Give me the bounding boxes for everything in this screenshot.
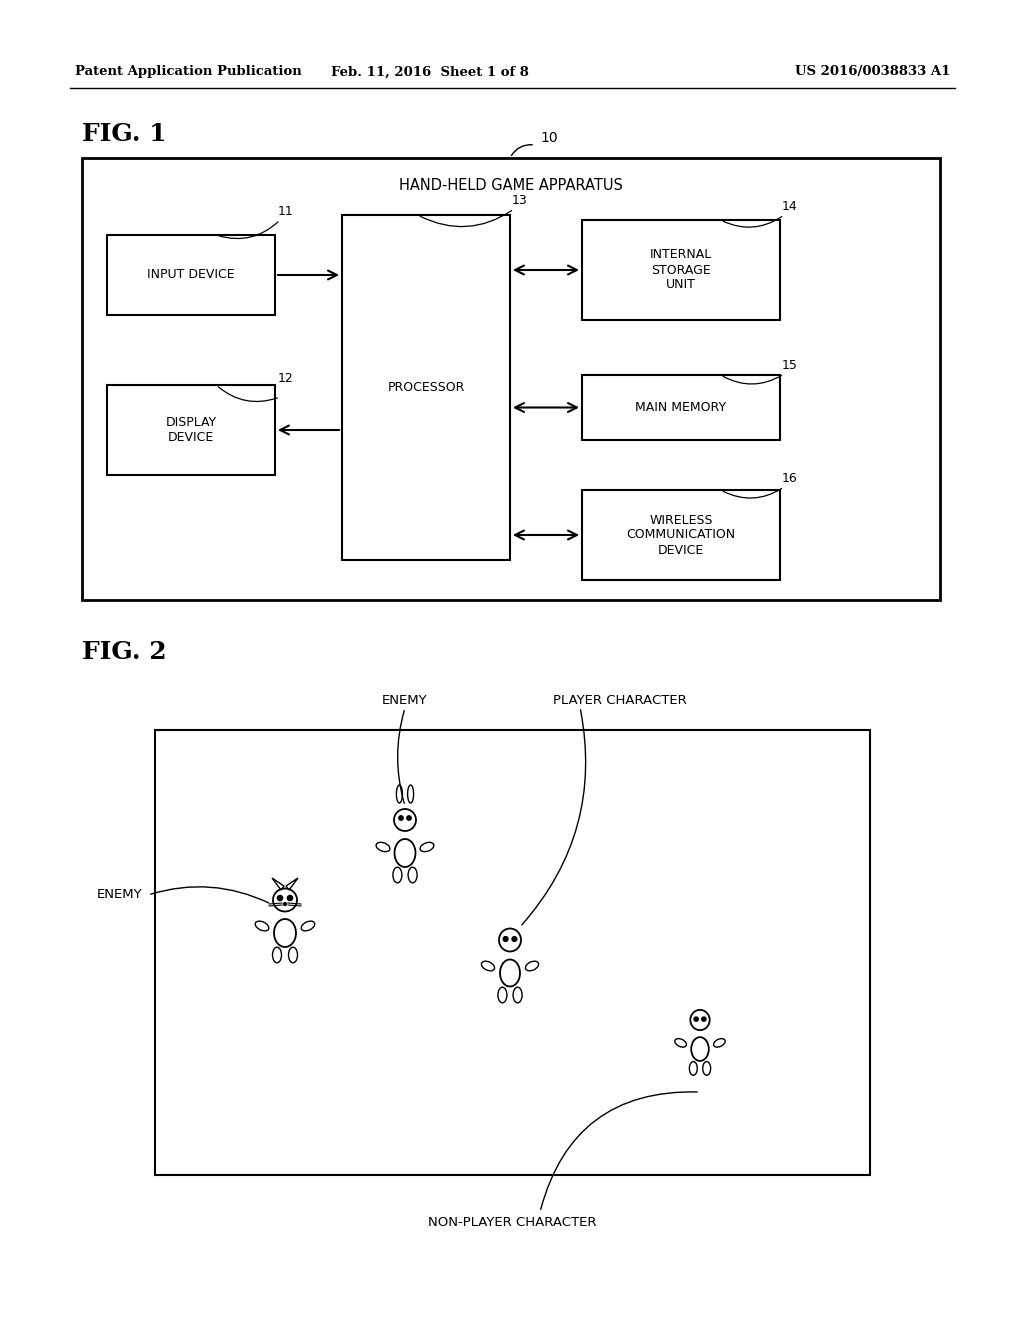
Circle shape bbox=[288, 895, 293, 900]
Text: 16: 16 bbox=[782, 473, 798, 484]
FancyArrowPatch shape bbox=[723, 216, 781, 227]
Text: 12: 12 bbox=[278, 372, 294, 385]
FancyArrowPatch shape bbox=[219, 222, 278, 239]
Circle shape bbox=[278, 895, 283, 900]
Text: 11: 11 bbox=[278, 205, 294, 218]
Circle shape bbox=[503, 937, 508, 941]
Bar bbox=[582, 220, 780, 319]
Text: WIRELESS
COMMUNICATION
DEVICE: WIRELESS COMMUNICATION DEVICE bbox=[627, 513, 735, 557]
Text: FIG. 2: FIG. 2 bbox=[82, 640, 167, 664]
Circle shape bbox=[694, 1016, 698, 1022]
Text: 13: 13 bbox=[512, 194, 527, 207]
Circle shape bbox=[407, 816, 412, 820]
FancyArrowPatch shape bbox=[541, 1092, 697, 1209]
Text: PLAYER CHARACTER: PLAYER CHARACTER bbox=[553, 693, 687, 706]
Bar bbox=[82, 158, 940, 601]
FancyArrowPatch shape bbox=[723, 488, 781, 498]
Text: Feb. 11, 2016  Sheet 1 of 8: Feb. 11, 2016 Sheet 1 of 8 bbox=[331, 66, 529, 78]
Bar bbox=[106, 235, 275, 315]
Circle shape bbox=[398, 816, 403, 820]
Text: INTERNAL
STORAGE
UNIT: INTERNAL STORAGE UNIT bbox=[650, 248, 712, 292]
Text: MAIN MEMORY: MAIN MEMORY bbox=[636, 401, 727, 414]
Bar bbox=[582, 490, 780, 579]
Text: NON-PLAYER CHARACTER: NON-PLAYER CHARACTER bbox=[428, 1216, 596, 1229]
FancyArrowPatch shape bbox=[397, 710, 404, 804]
Text: Patent Application Publication: Patent Application Publication bbox=[75, 66, 302, 78]
Text: PROCESSOR: PROCESSOR bbox=[387, 381, 465, 393]
Text: ENEMY: ENEMY bbox=[382, 693, 428, 706]
Text: 14: 14 bbox=[782, 201, 798, 213]
Text: INPUT DEVICE: INPUT DEVICE bbox=[147, 268, 234, 281]
FancyArrowPatch shape bbox=[522, 710, 586, 925]
Circle shape bbox=[512, 937, 517, 941]
Text: FIG. 1: FIG. 1 bbox=[82, 121, 167, 147]
Bar bbox=[106, 385, 275, 475]
Text: HAND-HELD GAME APPARATUS: HAND-HELD GAME APPARATUS bbox=[399, 178, 623, 194]
FancyArrowPatch shape bbox=[218, 387, 278, 401]
FancyArrowPatch shape bbox=[151, 887, 268, 903]
FancyArrowPatch shape bbox=[511, 145, 532, 156]
Text: US 2016/0038833 A1: US 2016/0038833 A1 bbox=[795, 66, 950, 78]
Text: DISPLAY
DEVICE: DISPLAY DEVICE bbox=[166, 416, 216, 444]
FancyArrowPatch shape bbox=[420, 211, 512, 227]
Text: 15: 15 bbox=[782, 359, 798, 372]
Text: ENEMY: ENEMY bbox=[97, 888, 142, 902]
Bar bbox=[342, 215, 510, 560]
Bar bbox=[155, 730, 870, 1175]
Text: 10: 10 bbox=[540, 131, 558, 145]
Bar bbox=[582, 375, 780, 440]
FancyArrowPatch shape bbox=[723, 375, 781, 384]
Circle shape bbox=[284, 903, 287, 906]
Circle shape bbox=[701, 1016, 706, 1022]
